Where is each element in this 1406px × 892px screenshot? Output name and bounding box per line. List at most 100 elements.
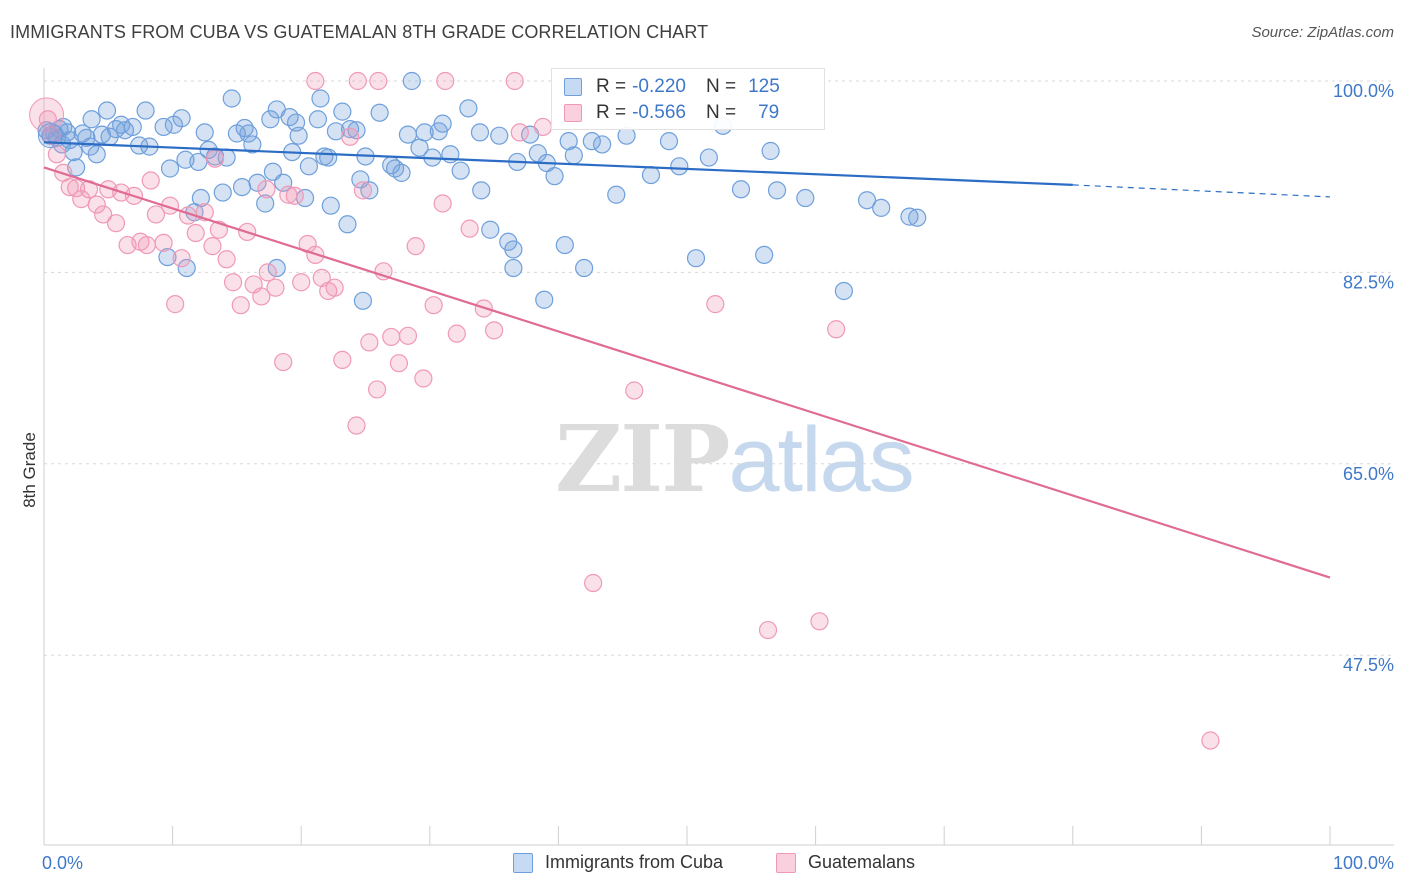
y-tick-label: 100.0% [1333,81,1394,101]
point-guatemalans [205,149,225,168]
point-cuba [77,128,96,147]
point-cuba [123,117,142,137]
point-cuba [392,163,411,182]
legend-n-value: 79 [758,102,780,123]
point-cuba [97,101,117,120]
point-cuba [504,258,523,278]
point-cuba [755,245,774,265]
point-cuba [761,141,780,161]
point-cuba [641,165,661,185]
point-guatemalans [827,320,846,339]
correlation-legend: R = -0.220 N = 125 R = -0.566 N = 79 [551,68,825,130]
point-guatemalans [172,249,191,268]
point-guatemalans [340,127,360,146]
point-cuba [459,99,478,118]
point-cuba [158,247,177,267]
point-cuba [160,159,180,178]
point-guatemalans [406,237,425,256]
point-guatemalans [533,117,553,137]
point-guatemalans [106,214,126,233]
point-cuba [535,290,554,309]
legend-swatch-guatemalans [564,104,582,122]
point-cuba [321,196,340,215]
point-guatemalans [333,350,352,369]
legend-item-cuba[interactable]: Immigrants from Cuba [513,852,723,873]
point-cuba [87,145,106,164]
gridlines [44,80,1394,656]
legend-label-cuba: Immigrants from Cuba [545,852,724,872]
point-cuba [340,120,360,139]
point-cuba [429,122,448,141]
point-guatemalans [447,324,466,343]
point-cuba [686,249,706,268]
point-guatemalans [382,327,401,347]
legend-label-guatemalans: Guatemalans [808,852,916,872]
point-cuba [267,258,286,278]
point-guatemalans [398,326,418,345]
point-guatemalans [347,416,366,435]
point-cuba [872,198,891,217]
point-cuba [289,126,308,145]
watermark-zip: ZIP [555,405,730,513]
point-cuba [451,161,470,180]
point-cuba [767,181,787,200]
point-cuba [191,188,210,208]
point-cuba [415,123,434,142]
point-cuba [470,123,490,142]
point-cuba [481,220,500,239]
legend-n-label: N = [705,102,737,123]
trend-line-guatemalans [43,166,1331,579]
point-cuba [559,132,578,151]
legend-row-guatemalans: R = -0.566 N = 79 [564,102,779,124]
point-cuba [857,191,877,210]
point-guatemalans [87,195,106,214]
trend-line-cuba [43,141,1073,187]
point-cuba [908,208,927,227]
point-cuba [670,157,689,176]
point-guatemalans [325,278,344,297]
point-guatemalans [217,250,236,269]
point-cuba [261,110,280,129]
point-guatemalans [485,321,504,340]
point-cuba [319,148,338,167]
legend-r-value: -0.566 [632,102,686,123]
point-cuba [504,240,523,259]
point-cuba [353,291,373,310]
point-cuba [607,185,626,204]
legend-row-cuba: R = -0.220 N = 125 [564,76,780,98]
watermark-atlas: atlas [728,409,914,511]
point-guatemalans [625,381,644,400]
point-cuba [582,132,601,151]
point-guatemalans [274,352,293,372]
axes [43,68,1394,846]
point-cuba [402,71,421,91]
point-guatemalans [306,71,325,91]
point-guatemalans [510,123,529,142]
point-guatemalans [252,287,271,306]
point-cuba [326,122,346,141]
point-guatemalans [231,296,250,315]
point-cuba [222,89,241,108]
point-guatemalans [266,278,285,297]
point-cuba [308,110,328,129]
y-tick-label: 82.5% [1343,272,1394,292]
point-guatemalans [186,223,205,243]
point-cuba [195,123,214,142]
tick-labels: 100.0% 82.5% 65.0% 47.5% 0.0% 100.0% [42,81,1394,873]
point-guatemalans [810,612,829,631]
point-guatemalans [257,180,276,199]
trend-lines [43,141,1331,579]
point-guatemalans [203,237,222,256]
legend-swatch-cuba [564,78,582,96]
point-guatemalans [146,205,165,224]
point-cuba [338,215,357,234]
point-cuba [82,110,101,129]
point-guatemalans [94,205,113,224]
point-guatemalans [258,263,277,282]
point-guatemalans [436,71,455,91]
point-cuba [699,148,718,167]
point-cuba [370,103,389,122]
point-guatemalans [137,235,156,255]
legend-item-guatemalans[interactable]: Guatemalans [776,852,915,873]
